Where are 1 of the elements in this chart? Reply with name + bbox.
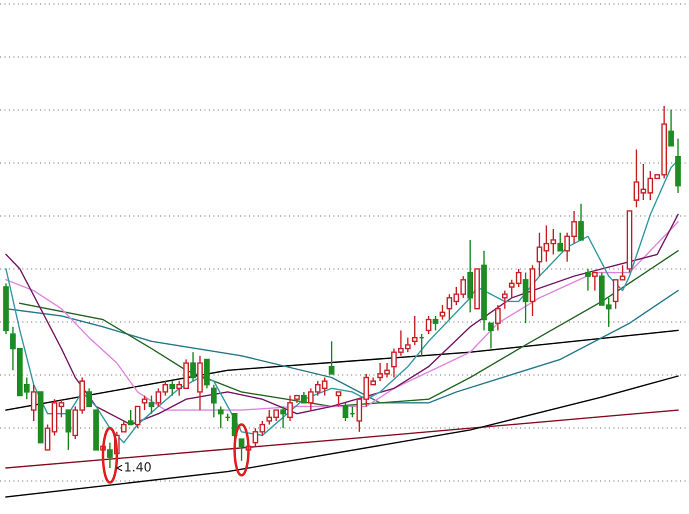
annotation: 1.40 bbox=[125, 462, 151, 472]
